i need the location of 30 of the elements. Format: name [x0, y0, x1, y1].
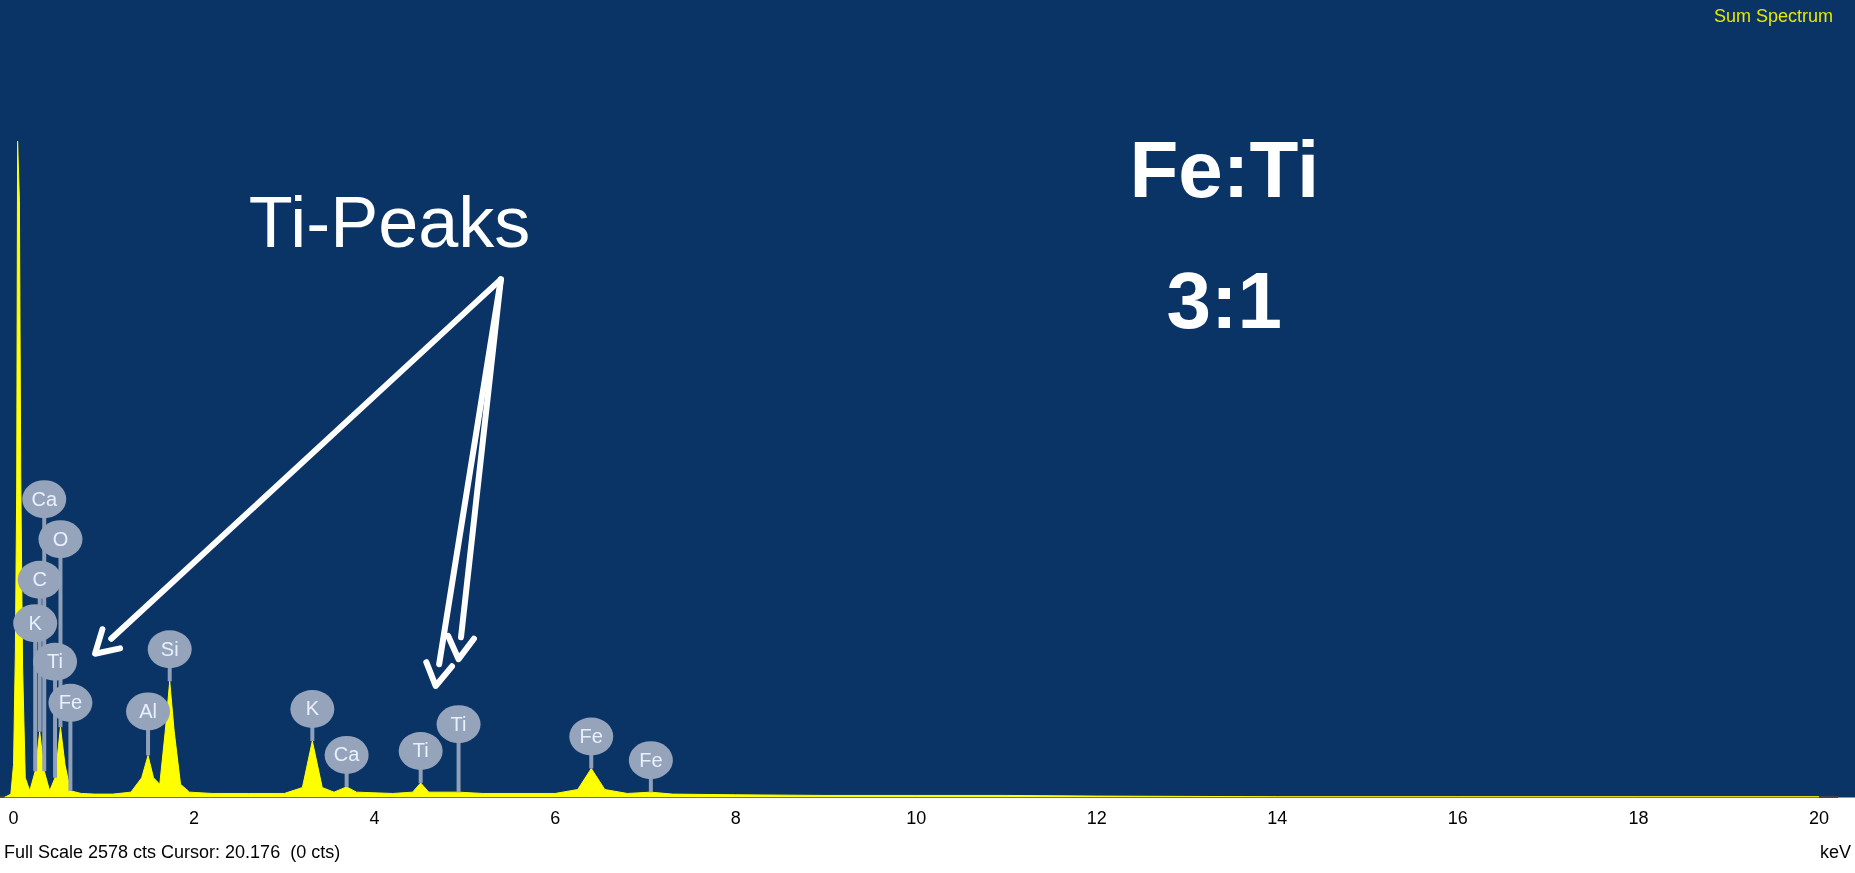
- text: Full Scale 2578 cts Cursor: 20.176 (0 cts): [4, 841, 341, 862]
- x-tick-label: 16: [1447, 808, 1468, 829]
- annotation: Ti: [450, 712, 467, 735]
- annotation: K: [28, 611, 43, 634]
- x-tick-label: 10: [906, 808, 927, 829]
- annotation: Fe:Ti: [1129, 124, 1320, 214]
- annotation: C: [32, 568, 47, 591]
- annotation: K: [305, 697, 320, 720]
- annotation: Al: [139, 699, 157, 722]
- chart-title: Sum Spectrum: [1713, 5, 1833, 26]
- annotation: O: [52, 527, 69, 550]
- x-axis-title: keV: [1819, 841, 1851, 862]
- annotation: Fe: [58, 691, 83, 714]
- annotation: Ca: [31, 487, 58, 510]
- x-tick-label: 14: [1267, 808, 1288, 829]
- annotation: Ca: [333, 743, 361, 766]
- x-tick-label: 12: [1086, 808, 1107, 829]
- annotation: 3:1: [1166, 255, 1283, 345]
- annotation: Ti-Peaks: [248, 181, 531, 262]
- x-tick-label: 20: [1808, 808, 1829, 829]
- x-tick-label: 6: [550, 808, 561, 829]
- annotation: Fe: [639, 748, 663, 771]
- annotation: Ti: [47, 650, 64, 673]
- x-tick-label: 2: [189, 808, 200, 829]
- x-tick-label: 18: [1628, 808, 1649, 829]
- x-tick-label: 8: [730, 808, 741, 829]
- annotation: Fe: [579, 725, 603, 748]
- x-tick-label: 4: [369, 808, 380, 829]
- x-tick-label: 0: [8, 808, 19, 829]
- annotation: Ti: [412, 739, 429, 762]
